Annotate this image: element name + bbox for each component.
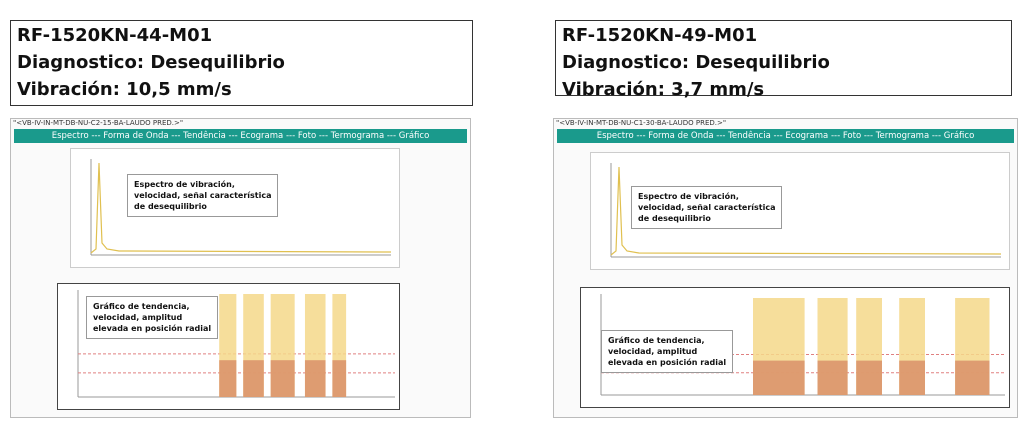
note-line: velocidad, señal característica (638, 203, 776, 212)
header-line: RF-1520KN-49-M01 (562, 25, 758, 46)
trend-area (219, 360, 237, 397)
spectrum-plot (610, 163, 1002, 258)
trend-area (243, 360, 264, 397)
header-line: Diagnostico: Desequilibrio (562, 52, 830, 73)
note-line: Espectro de vibración, (638, 192, 739, 201)
trend-area (304, 360, 326, 397)
spectrum-chart: Espectro de vibración, velocidad, señal c… (70, 148, 400, 268)
trend-area (270, 360, 295, 397)
header-line: Vibración: 3,7 mm/s (562, 79, 765, 100)
note-line: velocidad, señal característica (134, 191, 272, 200)
spectrum-note: Espectro de vibración, velocidad, señal c… (127, 174, 279, 217)
file-path: "<VB-IV-IN-MT-DB-NU-C2-15-BA-LAUDO PRED.… (13, 119, 184, 127)
nav-bar: Espectro --- Forma de Onda --- Tendência… (557, 129, 1014, 143)
trend-chart: Gráfico de tendencia, velocidad, amplitud… (580, 287, 1010, 408)
note-line: elevada en posición radial (608, 358, 727, 367)
header-line: Vibración: 10,5 mm/s (17, 79, 232, 100)
note-line: Gráfico de tendencia, (93, 302, 190, 311)
header-box: RF-1520KN-49-M01 Diagnostico: Desequilibr… (555, 20, 1012, 100)
nav-bar: Espectro --- Forma de Onda --- Tendência… (14, 129, 467, 143)
spectrum-line (610, 166, 1002, 256)
trend-note: Gráfico de tendencia, velocidad, amplitud… (601, 330, 734, 373)
trend-chart: Gráfico de tendencia, velocidad, amplitud… (57, 283, 400, 410)
trend-area (856, 360, 882, 395)
trend-note: Gráfico de tendencia, velocidad, amplitud… (86, 296, 219, 339)
note-line: de desequilibrio (134, 202, 207, 211)
trend-plot (77, 290, 395, 398)
file-path: "<VB-IV-IN-MT-DB-NU-C1-30-BA-LAUDO PRED.… (556, 119, 727, 127)
note-line: Espectro de vibración, (134, 180, 235, 189)
spectrum-line (90, 162, 392, 254)
note-line: Gráfico de tendencia, (608, 336, 705, 345)
trend-area (955, 360, 990, 395)
spectrum-note: Espectro de vibración, velocidad, señal c… (631, 186, 783, 229)
header-line: Diagnostico: Desequilibrio (17, 52, 285, 73)
note-line: velocidad, amplitud (93, 313, 183, 322)
trend-area (332, 360, 347, 397)
note-line: velocidad, amplitud (608, 347, 698, 356)
trend-plot (600, 294, 1005, 396)
header-box: RF-1520KN-44-M01 Diagnostico: Desequilibr… (10, 20, 473, 106)
trend-area (753, 360, 805, 395)
header-line: RF-1520KN-44-M01 (17, 25, 213, 46)
spectrum-plot (90, 159, 392, 256)
note-line: de desequilibrio (638, 214, 711, 223)
note-line: elevada en posición radial (93, 324, 212, 333)
spectrum-chart: Espectro de vibración, velocidad, señal c… (590, 152, 1010, 270)
trend-area (817, 360, 848, 395)
trend-area (899, 360, 925, 395)
